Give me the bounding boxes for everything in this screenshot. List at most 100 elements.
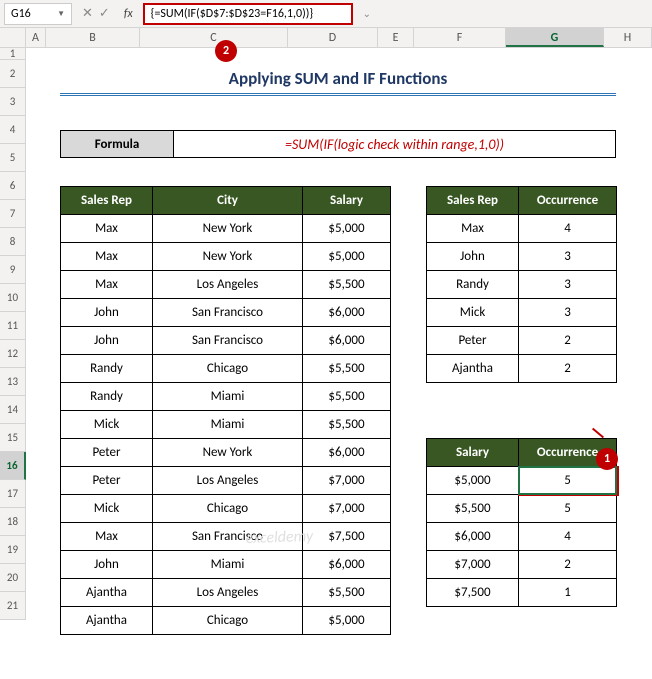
table-cell[interactable]: $5,000 xyxy=(427,467,519,495)
col-header-a[interactable]: A xyxy=(26,28,46,47)
table-cell[interactable]: $7,500 xyxy=(427,579,519,607)
table-cell[interactable]: Miami xyxy=(153,411,303,439)
col-header-g[interactable]: G xyxy=(506,28,604,47)
table-cell[interactable]: $5,500 xyxy=(427,495,519,523)
table-cell[interactable]: $7,000 xyxy=(427,551,519,579)
row-header-14[interactable]: 14 xyxy=(0,396,26,424)
table-cell[interactable]: $6,000 xyxy=(303,551,391,579)
table-cell[interactable]: New York xyxy=(153,243,303,271)
table-cell[interactable]: Max xyxy=(61,243,153,271)
table-cell[interactable]: Mick xyxy=(427,299,519,327)
table-cell[interactable]: John xyxy=(61,551,153,579)
row-header-5[interactable]: 5 xyxy=(0,144,26,172)
table-cell[interactable]: Ajantha xyxy=(61,607,153,635)
table-cell[interactable]: $5,500 xyxy=(303,411,391,439)
col-header-f[interactable]: F xyxy=(414,28,506,47)
row-header-8[interactable]: 8 xyxy=(0,228,26,256)
table-cell[interactable]: $5,500 xyxy=(303,355,391,383)
table-cell[interactable]: 3 xyxy=(519,243,617,271)
table-cell[interactable]: $5,000 xyxy=(303,607,391,635)
table-cell[interactable]: Max xyxy=(61,523,153,551)
row-header-12[interactable]: 12 xyxy=(0,340,26,368)
col-header-b[interactable]: B xyxy=(46,28,140,47)
table-cell[interactable]: Mick xyxy=(61,495,153,523)
table-cell[interactable]: Randy xyxy=(61,355,153,383)
table-cell[interactable]: Chicago xyxy=(153,355,303,383)
table-cell[interactable]: Max xyxy=(427,215,519,243)
table-cell[interactable]: Max xyxy=(61,271,153,299)
table-cell[interactable]: Chicago xyxy=(153,495,303,523)
table-cell[interactable]: $7,000 xyxy=(303,467,391,495)
table-cell[interactable]: Los Angeles xyxy=(153,271,303,299)
table-cell[interactable]: $5,000 xyxy=(303,215,391,243)
table-cell[interactable]: Randy xyxy=(427,271,519,299)
row-header-11[interactable]: 11 xyxy=(0,312,26,340)
expand-icon[interactable]: ⌄ xyxy=(357,7,371,20)
table-cell[interactable]: John xyxy=(427,243,519,271)
table-cell[interactable]: Los Angeles xyxy=(153,579,303,607)
table-cell[interactable]: 2 xyxy=(519,355,617,383)
table-cell[interactable]: Peter xyxy=(427,327,519,355)
table-cell[interactable]: Randy xyxy=(61,383,153,411)
table-cell[interactable]: Chicago xyxy=(153,607,303,635)
row-header-7[interactable]: 7 xyxy=(0,200,26,228)
table-cell[interactable]: $7,000 xyxy=(303,495,391,523)
table-cell[interactable]: $6,000 xyxy=(427,523,519,551)
row-header-2[interactable]: 2 xyxy=(0,60,26,88)
table-cell[interactable]: $6,000 xyxy=(303,439,391,467)
table-cell[interactable]: Max xyxy=(61,215,153,243)
table-cell[interactable]: San Francisco xyxy=(153,299,303,327)
table-cell[interactable]: 3 xyxy=(519,299,617,327)
table-cell[interactable]: 5 xyxy=(519,495,617,523)
row-header-13[interactable]: 13 xyxy=(0,368,26,396)
table-cell[interactable]: John xyxy=(61,327,153,355)
col-header-c[interactable]: C xyxy=(140,28,288,47)
table-cell[interactable]: Ajantha xyxy=(427,355,519,383)
cancel-icon[interactable]: ✕ xyxy=(82,6,93,21)
row-header-4[interactable]: 4 xyxy=(0,116,26,144)
table-cell[interactable]: Los Angeles xyxy=(153,467,303,495)
row-header-21[interactable]: 21 xyxy=(0,592,26,620)
col-header-h[interactable]: H xyxy=(604,28,652,47)
table-cell[interactable]: $5,500 xyxy=(303,383,391,411)
row-header-10[interactable]: 10 xyxy=(0,284,26,312)
table-cell[interactable]: $5,000 xyxy=(303,243,391,271)
col-header-d[interactable]: D xyxy=(288,28,378,47)
col-header-e[interactable]: E xyxy=(378,28,414,47)
row-header-1[interactable]: 1 xyxy=(0,48,26,60)
row-header-16[interactable]: 16 xyxy=(0,452,26,480)
chevron-down-icon[interactable]: ▼ xyxy=(57,9,65,19)
table-cell[interactable]: Mick xyxy=(61,411,153,439)
table-cell[interactable]: New York xyxy=(153,215,303,243)
row-header-19[interactable]: 19 xyxy=(0,536,26,564)
table-cell[interactable]: 4 xyxy=(519,523,617,551)
table-cell[interactable]: Ajantha xyxy=(61,579,153,607)
table-cell[interactable]: John xyxy=(61,299,153,327)
row-header-6[interactable]: 6 xyxy=(0,172,26,200)
row-header-9[interactable]: 9 xyxy=(0,256,26,284)
table-cell[interactable]: $5,500 xyxy=(303,271,391,299)
table-cell[interactable]: 2 xyxy=(519,327,617,355)
table-cell[interactable]: $5,500 xyxy=(303,579,391,607)
table-cell[interactable]: $6,000 xyxy=(303,327,391,355)
table-cell[interactable]: Peter xyxy=(61,439,153,467)
fx-icon[interactable]: fx xyxy=(120,7,137,21)
table-cell[interactable]: Miami xyxy=(153,551,303,579)
table-cell[interactable]: New York xyxy=(153,439,303,467)
row-header-20[interactable]: 20 xyxy=(0,564,26,592)
table-cell[interactable]: 4 xyxy=(519,215,617,243)
row-header-18[interactable]: 18 xyxy=(0,508,26,536)
table-cell[interactable]: 1 xyxy=(519,579,617,607)
accept-icon[interactable]: ✓ xyxy=(99,6,110,21)
table-cell[interactable]: 2 xyxy=(519,551,617,579)
table-cell[interactable]: 3 xyxy=(519,271,617,299)
formula-input[interactable]: {=SUM(IF($D$7:$D$23=F16,1,0))} xyxy=(143,3,353,25)
table-cell[interactable]: Miami xyxy=(153,383,303,411)
row-header-17[interactable]: 17 xyxy=(0,480,26,508)
name-box[interactable]: G16 ▼ xyxy=(4,3,72,25)
table-cell[interactable]: $6,000 xyxy=(303,299,391,327)
table-cell[interactable]: San Francisco xyxy=(153,327,303,355)
table-cell[interactable]: 5 xyxy=(519,467,617,495)
row-header-3[interactable]: 3 xyxy=(0,88,26,116)
row-header-15[interactable]: 15 xyxy=(0,424,26,452)
